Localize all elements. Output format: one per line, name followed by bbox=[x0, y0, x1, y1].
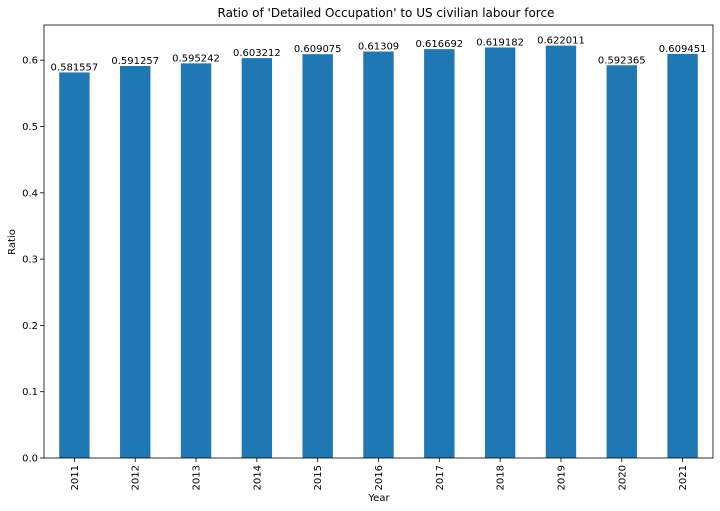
x-tick-label-2018: 2018 bbox=[496, 465, 507, 490]
data-label-2017: 0.616692 bbox=[415, 39, 463, 50]
x-tick-label-2013: 2013 bbox=[192, 465, 203, 490]
y-tick-label-3: 0.3 bbox=[22, 255, 38, 266]
data-label-2015: 0.609075 bbox=[294, 44, 342, 55]
x-tick-label-2020: 2020 bbox=[617, 465, 628, 490]
data-label-2020: 0.592365 bbox=[598, 55, 646, 66]
y-tick-label-4: 0.4 bbox=[22, 188, 38, 199]
x-tick-label-2019: 2019 bbox=[556, 465, 567, 490]
data-labels-layer: 0.581557 0.591257 0.595242 0.603212 0.609075… bbox=[51, 36, 707, 74]
y-tick-label-0: 0.0 bbox=[22, 454, 38, 465]
bar-2014 bbox=[241, 58, 273, 458]
y-tick-label-2: 0.2 bbox=[22, 321, 38, 332]
bars-layer bbox=[59, 45, 698, 459]
plot-frame bbox=[43, 24, 714, 459]
bar-2015 bbox=[302, 54, 333, 458]
x-axis: 2011 2012 2013 2014 2015 2016 2017 2018 2019 2020… bbox=[70, 458, 689, 490]
data-label-2012: 0.591257 bbox=[111, 56, 159, 67]
x-tick-label-2011: 2011 bbox=[70, 465, 81, 490]
data-label-2014: 0.603212 bbox=[233, 48, 281, 59]
data-label-2011: 0.581557 bbox=[51, 62, 99, 73]
y-tick-label-1: 0.1 bbox=[22, 387, 38, 398]
x-tick-label-2014: 2014 bbox=[252, 465, 263, 490]
x-tick-label-2016: 2016 bbox=[374, 465, 385, 490]
bar-2012 bbox=[120, 66, 151, 458]
x-tick-label-2012: 2012 bbox=[131, 465, 142, 490]
bar-2021 bbox=[667, 53, 698, 458]
y-tick-label-6: 0.6 bbox=[22, 56, 38, 67]
x-tick-label-2021: 2021 bbox=[678, 465, 689, 490]
y-axis: 0.0 0.1 0.2 0.3 0.4 0.5 0.6 bbox=[22, 56, 44, 465]
bar-2018 bbox=[484, 47, 516, 458]
data-label-2018: 0.619182 bbox=[476, 37, 524, 48]
bar-2011 bbox=[59, 72, 90, 458]
data-label-2016: 0.61309 bbox=[358, 42, 399, 53]
chart-title: Ratio of 'Detailed Occupation' to US civ… bbox=[218, 6, 555, 20]
x-tick-label-2017: 2017 bbox=[435, 465, 446, 490]
x-axis-label: Year bbox=[367, 493, 390, 504]
y-axis-label: Ratio bbox=[7, 229, 18, 255]
bar-2020 bbox=[606, 65, 637, 458]
x-tick-label-2015: 2015 bbox=[313, 465, 324, 490]
bar-2013 bbox=[180, 63, 212, 459]
bar-2019 bbox=[545, 45, 577, 458]
y-tick-label-5: 0.5 bbox=[22, 122, 38, 133]
bar-2016 bbox=[363, 51, 394, 458]
data-label-2013: 0.595242 bbox=[172, 53, 220, 64]
data-label-2021: 0.609451 bbox=[659, 44, 707, 55]
data-label-2019: 0.622011 bbox=[537, 36, 585, 47]
bar-2017 bbox=[424, 49, 455, 458]
